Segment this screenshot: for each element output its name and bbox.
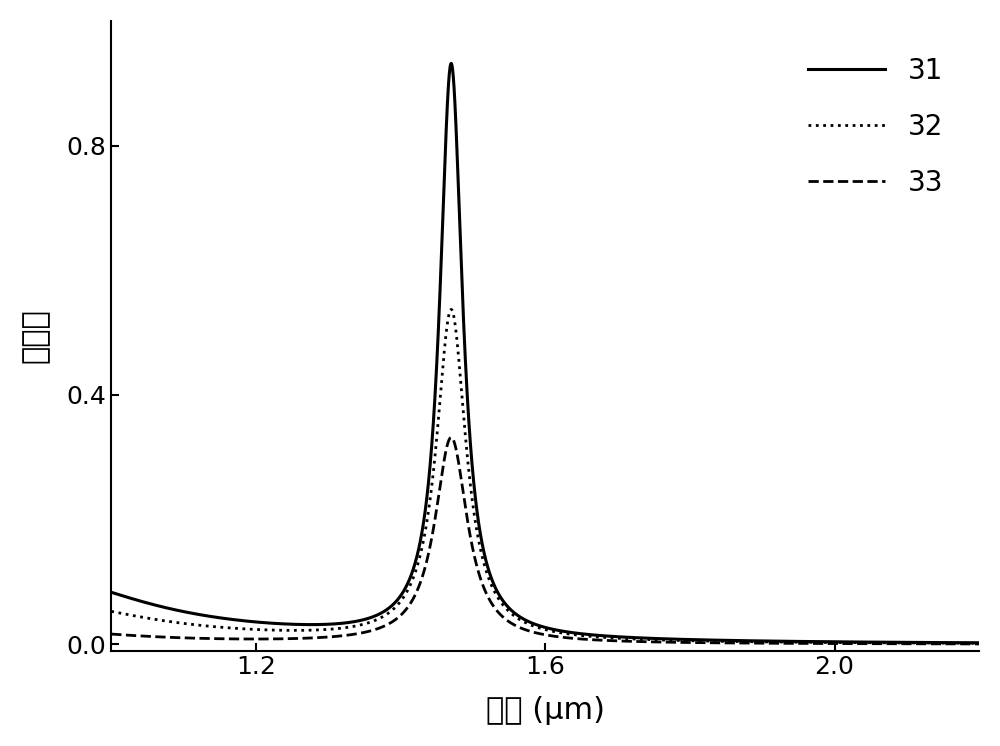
X-axis label: 波长 (μm): 波长 (μm) <box>486 696 605 725</box>
31 <box>849 638 861 647</box>
31 <box>693 636 705 645</box>
32 <box>780 638 792 647</box>
33 <box>445 433 457 442</box>
33 <box>269 634 281 643</box>
31 <box>445 59 457 68</box>
33 <box>693 638 705 647</box>
Line: 32: 32 <box>111 310 1000 643</box>
32 <box>445 305 457 314</box>
33 <box>451 448 463 457</box>
32 <box>849 638 861 647</box>
33 <box>105 630 117 639</box>
Legend: 31, 32, 33: 31, 32, 33 <box>785 35 965 219</box>
33 <box>849 639 861 648</box>
31 <box>780 637 792 646</box>
32 <box>693 636 705 645</box>
33 <box>648 637 660 646</box>
31 <box>451 142 463 151</box>
32 <box>451 335 463 344</box>
Line: 33: 33 <box>111 437 1000 644</box>
31 <box>105 588 117 597</box>
33 <box>780 639 792 648</box>
Y-axis label: 吸收率: 吸收率 <box>21 308 50 363</box>
32 <box>105 607 117 616</box>
Line: 31: 31 <box>111 63 1000 643</box>
32 <box>269 626 281 635</box>
32 <box>648 636 660 645</box>
31 <box>269 619 281 628</box>
31 <box>648 634 660 643</box>
